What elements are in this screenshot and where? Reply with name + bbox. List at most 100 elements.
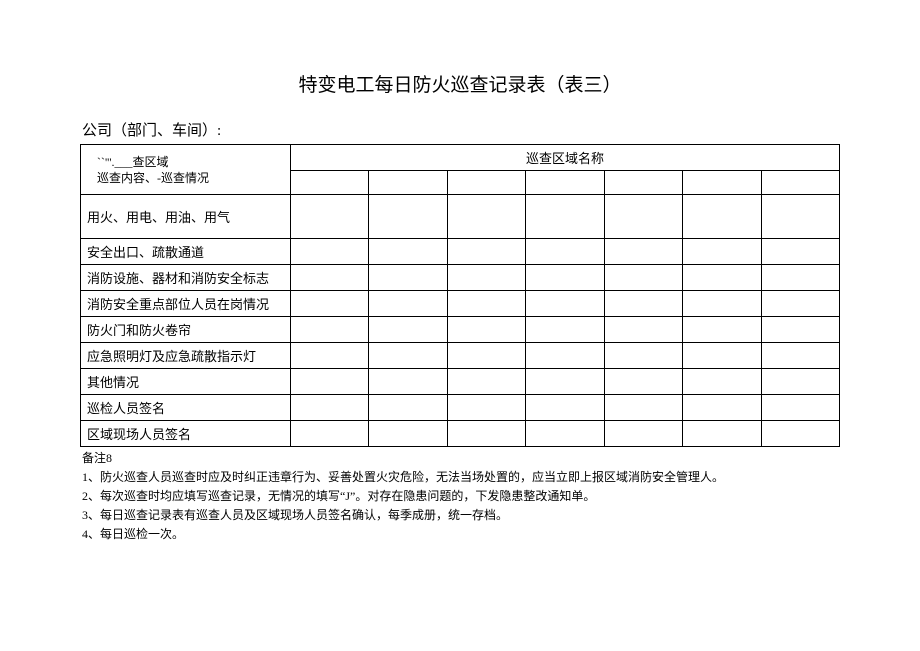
cell — [604, 395, 682, 421]
cell — [761, 317, 839, 343]
cell — [683, 395, 761, 421]
cell — [526, 265, 604, 291]
cell — [369, 239, 447, 265]
table-row: 用火、用电、用油、用气 — [81, 195, 840, 239]
cell — [369, 195, 447, 239]
cell — [526, 369, 604, 395]
table-row: 消防设施、器材和消防安全标志 — [81, 265, 840, 291]
cell — [526, 291, 604, 317]
cell — [761, 343, 839, 369]
cell — [761, 239, 839, 265]
cell — [683, 317, 761, 343]
row-label: 巡检人员签名 — [81, 395, 291, 421]
cell — [447, 421, 525, 447]
cell — [291, 369, 369, 395]
cell — [604, 239, 682, 265]
cell — [526, 317, 604, 343]
table-row: 其他情况 — [81, 369, 840, 395]
table-row: 安全出口、疏散通道 — [81, 239, 840, 265]
cell — [683, 343, 761, 369]
note-line: 3、每日巡查记录表有巡查人员及区域现场人员签名确认，每季成册，统一存档。 — [82, 506, 840, 524]
cell — [291, 195, 369, 239]
cell — [761, 369, 839, 395]
cell — [291, 239, 369, 265]
cell — [369, 317, 447, 343]
cell — [604, 343, 682, 369]
cell — [526, 195, 604, 239]
notes-header: 备注8 — [82, 449, 840, 467]
cell — [761, 291, 839, 317]
cell — [369, 265, 447, 291]
row-label: 用火、用电、用油、用气 — [81, 195, 291, 239]
cell — [683, 421, 761, 447]
cell — [526, 239, 604, 265]
cell — [291, 317, 369, 343]
row-label: 其他情况 — [81, 369, 291, 395]
cell — [291, 421, 369, 447]
row-label: 应急照明灯及应急疏散指示灯 — [81, 343, 291, 369]
note-line: 2、每次巡查时均应填写巡查记录，无情况的填写“J”。对存在隐患问题的，下发隐患整… — [82, 487, 840, 505]
cell — [447, 265, 525, 291]
row-label: 防火门和防火卷帘 — [81, 317, 291, 343]
cell — [761, 265, 839, 291]
cell — [369, 291, 447, 317]
header-diagonal-cell: ``'''.___查区域 巡查内容、-巡查情况 — [81, 145, 291, 195]
diag-bottom-text: 巡查内容、-巡查情况 — [97, 169, 209, 186]
cell — [604, 317, 682, 343]
cell — [447, 239, 525, 265]
cell — [447, 343, 525, 369]
cell — [447, 369, 525, 395]
diag-top-text: ``'''.___查区域 — [97, 153, 168, 170]
cell — [683, 265, 761, 291]
area-col-1 — [291, 171, 369, 195]
cell — [604, 421, 682, 447]
cell — [369, 369, 447, 395]
cell — [526, 343, 604, 369]
cell — [291, 343, 369, 369]
cell — [447, 317, 525, 343]
area-col-6 — [683, 171, 761, 195]
cell — [761, 395, 839, 421]
table-row: 防火门和防火卷帘 — [81, 317, 840, 343]
cell — [683, 239, 761, 265]
area-col-3 — [447, 171, 525, 195]
notes-section: 备注8 1、防火巡查人员巡查时应及时纠正违章行为、妥善处置火灾危险，无法当场处置… — [80, 449, 840, 543]
table-row: 消防安全重点部位人员在岗情况 — [81, 291, 840, 317]
cell — [291, 395, 369, 421]
cell — [683, 369, 761, 395]
cell — [291, 291, 369, 317]
cell — [369, 343, 447, 369]
row-label: 消防设施、器材和消防安全标志 — [81, 265, 291, 291]
row-label: 区域现场人员签名 — [81, 421, 291, 447]
cell — [604, 369, 682, 395]
note-line: 4、每日巡检一次。 — [82, 525, 840, 543]
inspection-table: ``'''.___查区域 巡查内容、-巡查情况 巡查区域名称 用火、用电、用油、… — [80, 144, 840, 447]
area-col-5 — [604, 171, 682, 195]
area-col-4 — [526, 171, 604, 195]
cell — [526, 421, 604, 447]
area-col-2 — [369, 171, 447, 195]
cell — [604, 291, 682, 317]
cell — [683, 291, 761, 317]
cell — [604, 195, 682, 239]
table-row: 应急照明灯及应急疏散指示灯 — [81, 343, 840, 369]
cell — [526, 395, 604, 421]
row-label: 消防安全重点部位人员在岗情况 — [81, 291, 291, 317]
cell — [291, 265, 369, 291]
area-name-header: 巡查区域名称 — [291, 145, 840, 171]
cell — [447, 291, 525, 317]
table-row: 巡检人员签名 — [81, 395, 840, 421]
cell — [369, 421, 447, 447]
cell — [761, 195, 839, 239]
cell — [369, 395, 447, 421]
row-label: 安全出口、疏散通道 — [81, 239, 291, 265]
table-row: 区域现场人员签名 — [81, 421, 840, 447]
header-row-1: ``'''.___查区域 巡查内容、-巡查情况 巡查区域名称 — [81, 145, 840, 171]
cell — [604, 265, 682, 291]
cell — [447, 395, 525, 421]
cell — [447, 195, 525, 239]
page-title: 特变电工每日防火巡查记录表（表三） — [80, 70, 840, 97]
cell — [683, 195, 761, 239]
area-col-7 — [761, 171, 839, 195]
note-line: 1、防火巡查人员巡查时应及时纠正违章行为、妥善处置火灾危险，无法当场处置的，应当… — [82, 468, 840, 486]
